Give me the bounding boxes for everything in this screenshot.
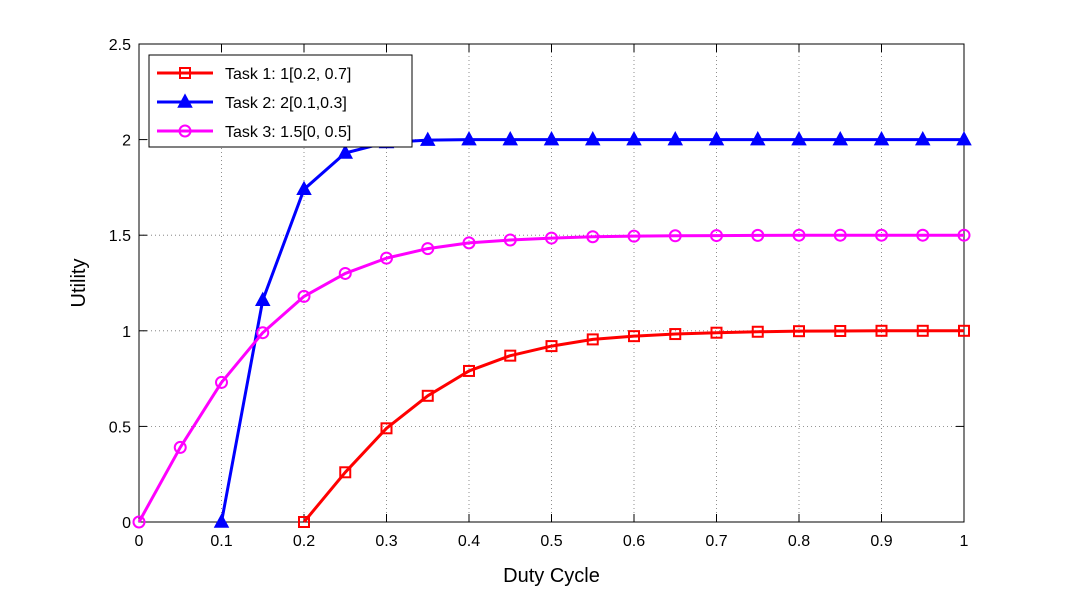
data-point (339, 466, 352, 479)
data-point (586, 230, 600, 244)
data-point (419, 131, 436, 146)
data-point (545, 340, 558, 353)
data-point (462, 236, 476, 250)
y-tick-label: 1.5 (109, 228, 131, 245)
series-1 (298, 324, 970, 528)
data-point (461, 131, 477, 146)
data-point (215, 375, 228, 389)
data-point (584, 131, 601, 146)
data-point (668, 229, 682, 243)
x-tick-label: 0.4 (458, 533, 480, 550)
data-point (875, 324, 888, 337)
x-tick-label: 0.1 (210, 533, 232, 550)
data-point (751, 228, 765, 242)
x-tick-label: 0.7 (705, 533, 727, 550)
legend-marker (178, 124, 192, 138)
x-axis-title: Duty Cycle (503, 565, 600, 587)
data-point (298, 516, 310, 528)
x-tick-label: 0.8 (788, 533, 810, 550)
data-point (669, 328, 682, 341)
data-point (296, 180, 312, 196)
data-point (792, 228, 806, 242)
data-point (421, 242, 435, 256)
x-tick-label: 1 (960, 533, 969, 550)
x-tick-label: 0.6 (623, 533, 645, 550)
data-point (875, 228, 888, 242)
legend-item: Task 2: 2[0.1,0.3] (157, 93, 347, 112)
data-point (256, 326, 270, 340)
data-point (132, 515, 146, 529)
data-point (749, 131, 766, 146)
data-point (957, 228, 971, 242)
data-point (626, 131, 642, 146)
data-point (916, 228, 930, 242)
data-point (297, 289, 311, 303)
x-tick-label: 0.3 (375, 533, 397, 550)
data-point (627, 229, 641, 243)
data-point (380, 422, 393, 435)
legend-label: Task 2: 2[0.1,0.3] (225, 95, 347, 112)
data-point (791, 131, 807, 146)
data-point (710, 326, 723, 339)
data-point (213, 513, 230, 528)
data-point (958, 324, 970, 337)
data-point (421, 389, 434, 402)
data-point (793, 325, 805, 338)
data-point (504, 349, 517, 362)
legend-item: Task 1: 1[0.2, 0.7] (157, 66, 351, 83)
data-point (463, 364, 475, 377)
data-point (586, 333, 599, 346)
y-tick-label: 2.5 (109, 37, 131, 54)
data-point (380, 251, 393, 265)
data-point (708, 131, 725, 146)
data-point (916, 324, 929, 337)
y-tick-label: 0.5 (109, 419, 131, 436)
legend: Task 1: 1[0.2, 0.7] Task 2: 2[0.1,0.3] Tas… (148, 54, 413, 148)
data-point (710, 229, 723, 243)
data-point (956, 131, 972, 146)
data-point (751, 325, 764, 338)
data-point (543, 131, 560, 146)
data-point (337, 144, 354, 159)
y-tick-label: 1 (122, 324, 131, 341)
data-point (254, 291, 271, 306)
legend-marker (179, 67, 191, 79)
y-tick-label: 2 (122, 133, 131, 150)
x-tick-label: 0.2 (293, 533, 315, 550)
data-point (833, 228, 847, 242)
legend-label: Task 1: 1[0.2, 0.7] (225, 66, 351, 83)
data-point (834, 324, 847, 337)
data-point (338, 266, 352, 280)
x-tick-label: 0.9 (870, 533, 892, 550)
data-point (873, 131, 890, 146)
data-point (628, 330, 640, 343)
series-3 (132, 228, 971, 529)
y-tick-label: 0 (122, 515, 131, 532)
data-point (545, 231, 558, 245)
x-tick-label: 0.5 (540, 533, 562, 550)
data-point (914, 131, 931, 146)
x-tick-label: 0 (135, 533, 144, 550)
data-point (832, 131, 849, 146)
legend-label: Task 3: 1.5[0, 0.5] (225, 124, 351, 141)
axis-ticks: 0 0.1 0.2 0.3 0.4 0.5 0.6 0.7 0.8 0.9 1 0 0.5 1 1.5 2 2.… (109, 37, 969, 550)
data-point (667, 131, 684, 146)
series-line (302, 329, 964, 523)
data-point (503, 233, 517, 247)
legend-item: Task 3: 1.5[0, 0.5] (157, 124, 351, 141)
data-point (173, 440, 187, 454)
y-axis-title: Utility (68, 259, 90, 308)
series-line (137, 233, 964, 523)
legend-marker (177, 93, 193, 108)
data-point (502, 131, 519, 146)
